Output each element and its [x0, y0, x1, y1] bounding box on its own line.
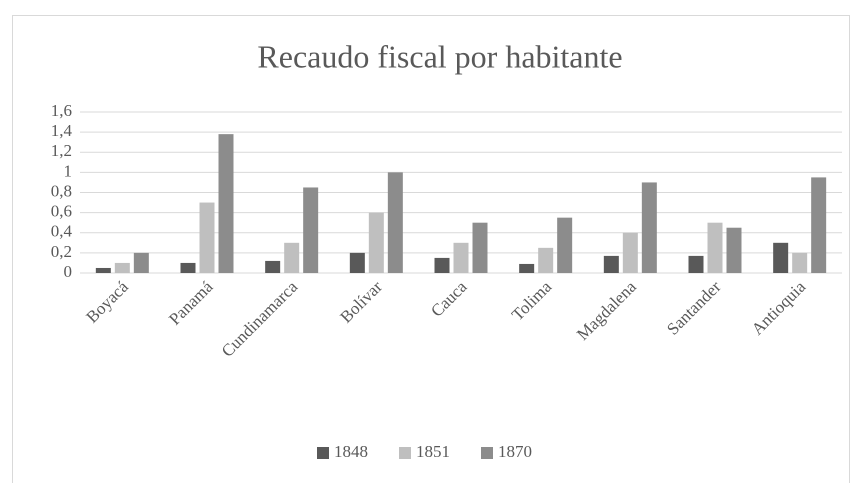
- bar: [133, 252, 149, 273]
- bar: [726, 227, 742, 273]
- y-tick-label: 0,6: [51, 202, 72, 221]
- y-tick-label: 1: [64, 161, 73, 180]
- y-tick-label: 1,6: [51, 101, 72, 120]
- bar: [180, 262, 196, 273]
- bar: [284, 242, 300, 273]
- bar: [707, 222, 723, 273]
- bar: [538, 247, 554, 273]
- bar: [218, 134, 234, 273]
- bar: [773, 242, 789, 273]
- bar: [303, 187, 319, 273]
- bar: [792, 252, 808, 273]
- legend-label: 1851: [416, 442, 450, 461]
- bar: [472, 222, 488, 273]
- chart-title: Recaudo fiscal por habitante: [257, 38, 622, 74]
- bar: [603, 255, 619, 273]
- y-tick-label: 1,2: [51, 141, 72, 160]
- bar: [265, 260, 281, 273]
- bar: [811, 177, 827, 273]
- bar: [453, 242, 469, 273]
- legend-label: 1870: [498, 442, 532, 461]
- bar: [641, 182, 657, 273]
- legend-swatch: [481, 447, 493, 459]
- bar: [368, 212, 384, 273]
- legend-swatch: [399, 447, 411, 459]
- bar: [622, 232, 638, 273]
- y-tick-label: 0,2: [51, 242, 72, 261]
- y-tick-label: 0,4: [51, 222, 73, 241]
- bar: [688, 255, 704, 273]
- bar: [434, 257, 450, 273]
- bar: [95, 267, 111, 273]
- bar: [349, 252, 365, 273]
- chart-border: [12, 15, 850, 483]
- bar: [519, 263, 535, 273]
- y-tick-label: 1,4: [51, 121, 73, 140]
- bar: [557, 217, 573, 273]
- y-tick-label: 0: [64, 262, 73, 281]
- legend-label: 1848: [334, 442, 368, 461]
- bar: [114, 262, 130, 273]
- y-tick-label: 0,8: [51, 181, 72, 200]
- legend-swatch: [317, 447, 329, 459]
- bar: [199, 202, 215, 273]
- bar: [387, 172, 403, 273]
